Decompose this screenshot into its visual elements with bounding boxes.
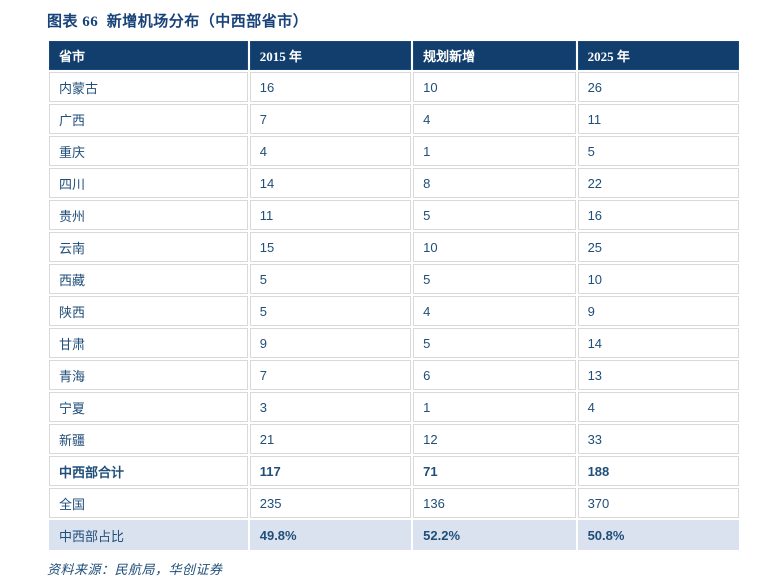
table-row: 宁夏 3 1 4 <box>49 392 739 422</box>
table-row: 青海 7 6 13 <box>49 360 739 390</box>
cell-province: 贵州 <box>49 200 248 230</box>
cell-value: 16 <box>249 72 412 102</box>
header-row: 省市 2015 年 规划新增 2025 年 <box>49 41 739 70</box>
cell-value: 14 <box>577 328 739 358</box>
cell-value: 22 <box>577 168 739 198</box>
cell-value: 25 <box>577 232 739 262</box>
cell-value: 50.8% <box>577 520 739 550</box>
cell-value: 1 <box>413 136 576 166</box>
cell-province: 内蒙古 <box>49 72 248 102</box>
airport-distribution-table: 省市 2015 年 规划新增 2025 年 内蒙古 16 10 26 广西 7 4 11 重庆 4… <box>47 39 741 552</box>
table-row: 中西部合计 117 71 188 <box>49 456 739 486</box>
cell-value: 7 <box>249 360 412 390</box>
cell-value: 13 <box>577 360 739 390</box>
cell-province: 宁夏 <box>49 392 248 422</box>
cell-value: 10 <box>413 72 576 102</box>
cell-province: 中西部合计 <box>49 456 248 486</box>
cell-province: 青海 <box>49 360 248 390</box>
table-row: 新疆 21 12 33 <box>49 424 739 454</box>
cell-province: 四川 <box>49 168 248 198</box>
cell-value: 12 <box>413 424 576 454</box>
cell-value: 21 <box>249 424 412 454</box>
cell-value: 26 <box>577 72 739 102</box>
cell-value: 7 <box>249 104 412 134</box>
cell-province: 西藏 <box>49 264 248 294</box>
cell-value: 8 <box>413 168 576 198</box>
table-row: 甘肃 9 5 14 <box>49 328 739 358</box>
cell-value: 15 <box>249 232 412 262</box>
cell-province: 甘肃 <box>49 328 248 358</box>
cell-province: 中西部占比 <box>49 520 248 550</box>
table-body: 内蒙古 16 10 26 广西 7 4 11 重庆 4 1 5 四川 14 8 22 贵州 11 5 16 云南 15 10… <box>49 72 739 550</box>
cell-value: 71 <box>413 456 576 486</box>
table-row: 全国 235 136 370 <box>49 488 739 518</box>
table-row: 重庆 4 1 5 <box>49 136 739 166</box>
cell-province: 新疆 <box>49 424 248 454</box>
cell-value: 370 <box>577 488 739 518</box>
cell-value: 5 <box>577 136 739 166</box>
cell-value: 5 <box>249 296 412 326</box>
cell-value: 49.8% <box>249 520 412 550</box>
column-header-planned-additions: 规划新增 <box>413 41 576 70</box>
cell-value: 10 <box>577 264 739 294</box>
cell-value: 33 <box>577 424 739 454</box>
cell-value: 4 <box>413 104 576 134</box>
column-header-2015: 2015 年 <box>249 41 412 70</box>
cell-value: 235 <box>249 488 412 518</box>
source-note: 资料来源：民航局，华创证券 <box>47 562 223 577</box>
column-header-province: 省市 <box>49 41 248 70</box>
cell-value: 9 <box>249 328 412 358</box>
cell-value: 5 <box>413 264 576 294</box>
table-row: 陕西 5 4 9 <box>49 296 739 326</box>
cell-value: 3 <box>249 392 412 422</box>
cell-value: 4 <box>249 136 412 166</box>
cell-province: 重庆 <box>49 136 248 166</box>
table-row: 四川 14 8 22 <box>49 168 739 198</box>
column-header-2025: 2025 年 <box>577 41 739 70</box>
figure-title: 图表 66 新增机场分布（中西部省市） <box>47 14 309 30</box>
table-row: 广西 7 4 11 <box>49 104 739 134</box>
cell-value: 14 <box>249 168 412 198</box>
cell-value: 1 <box>413 392 576 422</box>
cell-value: 9 <box>577 296 739 326</box>
cell-value: 11 <box>249 200 412 230</box>
table-row: 中西部占比 49.8% 52.2% 50.8% <box>49 520 739 550</box>
cell-province: 云南 <box>49 232 248 262</box>
cell-value: 5 <box>249 264 412 294</box>
cell-value: 10 <box>413 232 576 262</box>
cell-province: 全国 <box>49 488 248 518</box>
cell-value: 5 <box>413 200 576 230</box>
table-row: 内蒙古 16 10 26 <box>49 72 739 102</box>
cell-value: 5 <box>413 328 576 358</box>
cell-value: 4 <box>577 392 739 422</box>
cell-value: 117 <box>249 456 412 486</box>
cell-value: 6 <box>413 360 576 390</box>
cell-value: 136 <box>413 488 576 518</box>
table-header: 省市 2015 年 规划新增 2025 年 <box>49 41 739 70</box>
cell-province: 陕西 <box>49 296 248 326</box>
table-row: 贵州 11 5 16 <box>49 200 739 230</box>
cell-value: 52.2% <box>413 520 576 550</box>
cell-province: 广西 <box>49 104 248 134</box>
table-row: 西藏 5 5 10 <box>49 264 739 294</box>
cell-value: 16 <box>577 200 739 230</box>
cell-value: 188 <box>577 456 739 486</box>
table-row: 云南 15 10 25 <box>49 232 739 262</box>
cell-value: 4 <box>413 296 576 326</box>
cell-value: 11 <box>577 104 739 134</box>
